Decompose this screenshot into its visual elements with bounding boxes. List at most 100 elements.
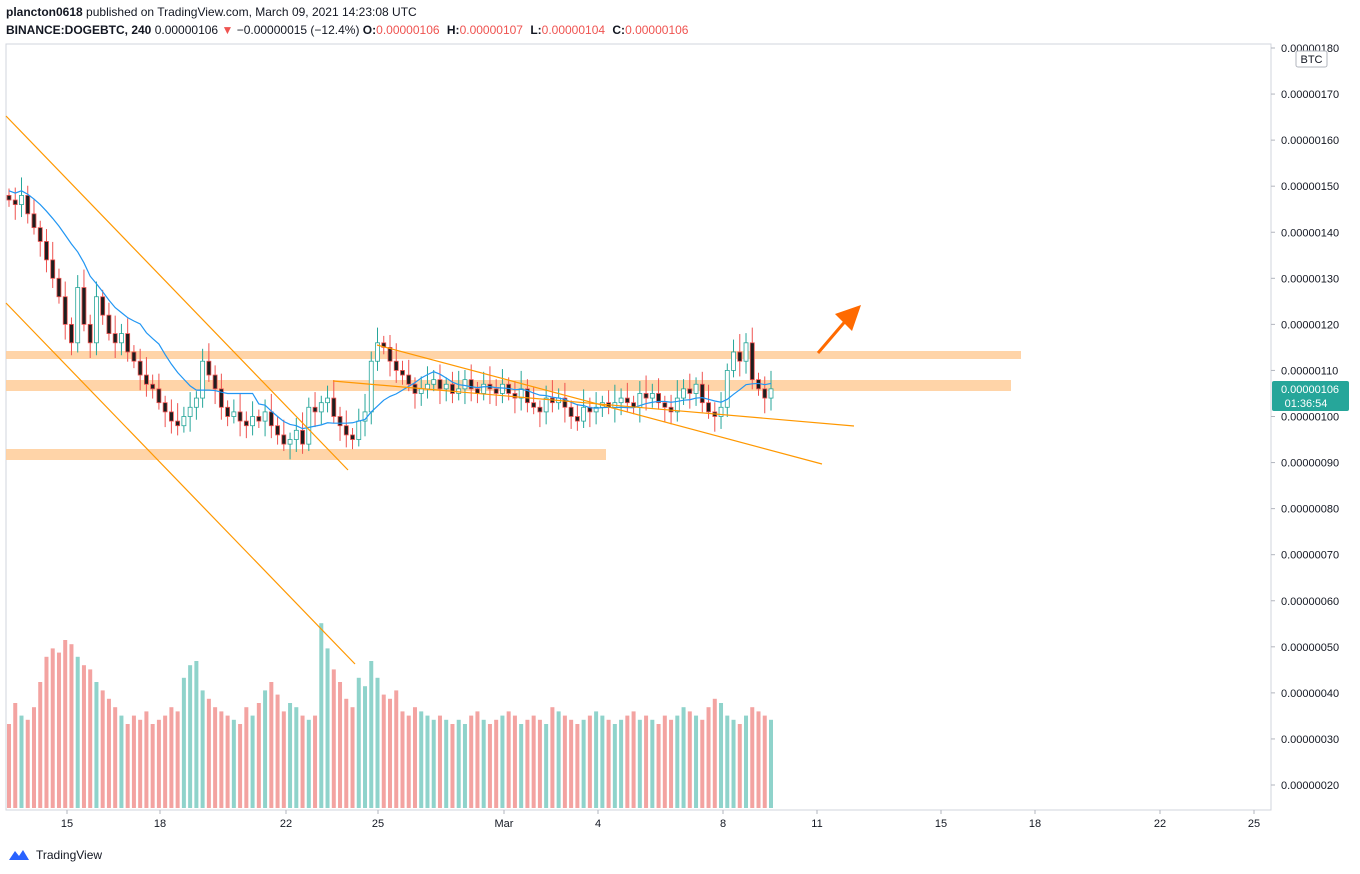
- volume-bar: [644, 715, 649, 808]
- footer-brand[interactable]: TradingView: [8, 848, 102, 862]
- volume-bar: [281, 711, 286, 808]
- volume-bar: [687, 711, 692, 808]
- volume-bar: [75, 656, 80, 808]
- candle-body: [119, 333, 124, 344]
- candle-body: [144, 374, 149, 385]
- volume-bar: [669, 719, 674, 808]
- candle-body: [699, 383, 705, 404]
- price-tick-label: 0.00000170: [1281, 89, 1339, 101]
- candle-body: [493, 388, 499, 394]
- candle-body: [287, 439, 293, 445]
- volume-bar: [606, 719, 611, 808]
- volume-bar: [494, 719, 499, 808]
- candle-body: [293, 429, 299, 440]
- candle-body: [406, 374, 412, 385]
- volume-bar: [425, 715, 430, 808]
- tradingview-logo-icon: [9, 850, 29, 860]
- trendline: [5, 115, 349, 471]
- candle-body: [643, 393, 649, 399]
- candle-body: [500, 383, 505, 394]
- candle-body: [275, 425, 280, 436]
- candle-body: [393, 360, 399, 371]
- volume-bar: [456, 719, 461, 808]
- time-axis[interactable]: 15 18 22 25 Mar 4 8 11 15 18 22 25: [61, 810, 1260, 830]
- volume-bar: [275, 694, 280, 808]
- candle-body: [343, 425, 349, 436]
- volume-bar: [625, 715, 630, 808]
- candle-body: [206, 360, 212, 376]
- candle-body: [100, 296, 106, 316]
- volume-bar: [269, 682, 274, 808]
- candle-body: [50, 259, 56, 279]
- volume-bar: [331, 669, 336, 808]
- candle-body: [762, 388, 768, 399]
- price-tick-label: 0.00000090: [1281, 458, 1339, 470]
- open-label: O:: [362, 23, 377, 37]
- arrow-head: [835, 305, 861, 331]
- volume-bar: [250, 715, 255, 808]
- volume-bar: [88, 669, 93, 808]
- volume-bar: [419, 711, 424, 808]
- current-price-tag: 0.00000106 01:36:54: [1272, 381, 1349, 411]
- price-axis[interactable]: 0.000001800.000001700.000001600.00000150…: [1271, 43, 1339, 792]
- volume-bar: [437, 715, 442, 808]
- trendline: [376, 344, 823, 465]
- volume-bar: [200, 690, 205, 808]
- author-name[interactable]: plancton0618: [6, 5, 83, 19]
- trendlines[interactable]: [5, 115, 855, 665]
- current-price-label: 0.00000106: [1281, 384, 1339, 396]
- volume-bar: [481, 719, 486, 808]
- candle-body: [412, 383, 418, 394]
- volume-bar: [50, 648, 55, 808]
- candle-body: [200, 360, 206, 399]
- candle-body: [468, 379, 474, 390]
- high-value: 0.00000107: [459, 23, 523, 37]
- moving-average-line: [8, 190, 772, 430]
- candle-body: [262, 411, 268, 422]
- volume-bar: [256, 703, 261, 808]
- price-tick-label: 0.00000100: [1281, 412, 1339, 424]
- candle-body: [593, 406, 599, 413]
- candle-body: [337, 416, 343, 427]
- candle-body: [256, 416, 262, 422]
- volume-bar: [719, 703, 724, 808]
- candle-body: [687, 388, 693, 394]
- symbol-name[interactable]: BINANCE:DOGEBTC, 240: [6, 23, 152, 37]
- volume-bar: [694, 715, 699, 808]
- volume-bar: [156, 719, 161, 808]
- currency-badge: BTC: [1295, 50, 1328, 68]
- volume-bar: [69, 644, 74, 808]
- volume-bar: [100, 690, 105, 808]
- countdown-label: 01:36:54: [1285, 398, 1328, 410]
- candle-body: [231, 411, 237, 417]
- volume-bar: [444, 719, 449, 808]
- volume-bar: [81, 665, 86, 808]
- volume-bar: [125, 724, 130, 808]
- currency-badge-label: BTC: [1301, 54, 1323, 66]
- volume-bar: [300, 715, 305, 808]
- volume-bar: [706, 707, 711, 808]
- candle-body: [69, 323, 74, 344]
- candle-body: [312, 406, 318, 413]
- candle-body: [731, 351, 736, 371]
- candle-body: [356, 420, 362, 440]
- candle-body: [462, 379, 468, 390]
- volume-bar: [313, 715, 318, 808]
- candle-body: [250, 416, 255, 427]
- volume-bar: [550, 707, 555, 808]
- volume-bar: [106, 698, 111, 808]
- price-tick-label: 0.00000130: [1281, 273, 1339, 285]
- candle-body: [106, 314, 112, 334]
- volume-bar: [500, 715, 505, 808]
- volume-bar: [306, 719, 311, 808]
- candle-body: [281, 434, 287, 445]
- candle-body: [75, 287, 81, 344]
- candle-body: [706, 402, 711, 413]
- volume-bar: [206, 698, 211, 808]
- price-tick-label: 0.00000070: [1281, 550, 1339, 562]
- price-tick-label: 0.00000030: [1281, 734, 1339, 746]
- volume-bar: [544, 724, 549, 808]
- candle-body: [431, 379, 437, 385]
- volume-bar: [194, 661, 199, 808]
